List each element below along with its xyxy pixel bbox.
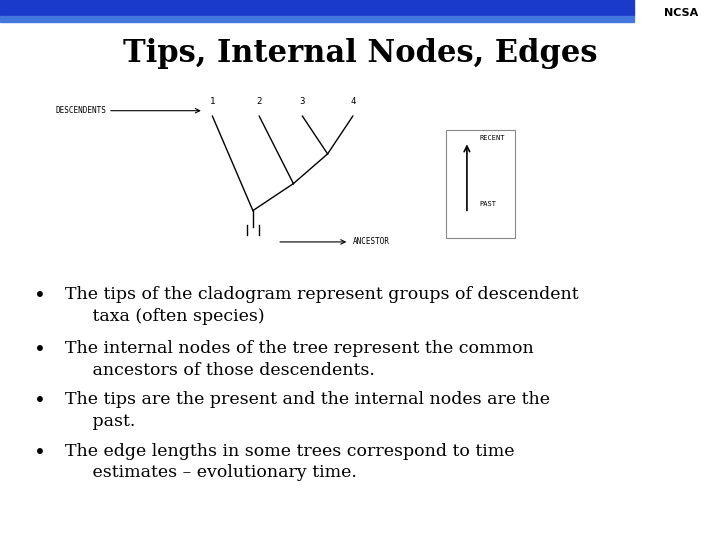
Text: RECENT: RECENT — [480, 135, 505, 141]
Text: •: • — [34, 340, 45, 359]
Bar — [446, 130, 515, 238]
Text: DESCENDENTS: DESCENDENTS — [55, 106, 107, 115]
Text: •: • — [34, 443, 45, 462]
Text: ANCESTOR: ANCESTOR — [353, 238, 390, 246]
Text: 4: 4 — [350, 97, 356, 106]
Text: •: • — [34, 392, 45, 410]
Text: •: • — [34, 286, 45, 305]
Text: The internal nodes of the tree represent the common
     ancestors of those desc: The internal nodes of the tree represent… — [65, 340, 534, 379]
Text: Tips, Internal Nodes, Edges: Tips, Internal Nodes, Edges — [122, 38, 598, 69]
Bar — [637, 0, 720, 19]
Text: NCSA: NCSA — [664, 8, 698, 18]
Text: 2: 2 — [256, 97, 262, 106]
Text: The tips of the cladogram represent groups of descendent
     taxa (often specie: The tips of the cladogram represent grou… — [65, 286, 578, 325]
Text: The tips are the present and the internal nodes are the
     past.: The tips are the present and the interna… — [65, 392, 550, 430]
Text: 3: 3 — [300, 97, 305, 106]
Bar — [0, 16, 634, 22]
Text: PAST: PAST — [480, 201, 496, 207]
Text: The edge lengths in some trees correspond to time
     estimates – evolutionary : The edge lengths in some trees correspon… — [65, 443, 514, 481]
Bar — [0, 0, 634, 16]
Text: 1: 1 — [210, 97, 215, 106]
